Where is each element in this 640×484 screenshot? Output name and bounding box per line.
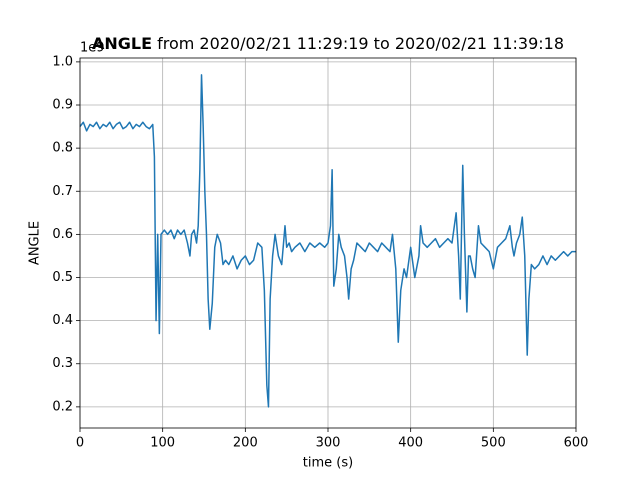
- offset-text: 1e9: [80, 41, 105, 56]
- x-tick-label: 400: [398, 436, 423, 451]
- x-tick-label: 200: [233, 436, 258, 451]
- y-tick-label: 0.7: [52, 184, 73, 199]
- x-tick-label: 600: [564, 436, 589, 451]
- y-tick-label: 0.3: [52, 356, 73, 371]
- y-tick-label: 1.0: [52, 54, 73, 69]
- y-tick-label: 0.4: [52, 313, 73, 328]
- x-tick-label: 100: [150, 436, 175, 451]
- data-line: [79, 74, 576, 408]
- y-axis-label: ANGLE: [28, 221, 43, 265]
- title-rest: from 2020/02/21 11:29:19 to 2020/02/21 1…: [157, 34, 564, 53]
- y-tick-label: 0.9: [52, 98, 73, 113]
- x-axis-label: time (s): [303, 456, 353, 471]
- title-bold: ANGLE: [92, 34, 152, 53]
- x-tick-label: 300: [316, 436, 341, 451]
- plot-frame: [79, 57, 577, 429]
- chart-title: ANGLE from 2020/02/21 11:29:19 to 2020/0…: [92, 34, 564, 53]
- y-tick-label: 0.2: [52, 399, 73, 414]
- y-tick-label: 0.8: [52, 141, 73, 156]
- x-tick-label: 500: [481, 436, 506, 451]
- y-tick-label: 0.5: [52, 270, 73, 285]
- x-tick-label: 0: [76, 436, 84, 451]
- y-tick-label: 0.6: [52, 227, 73, 242]
